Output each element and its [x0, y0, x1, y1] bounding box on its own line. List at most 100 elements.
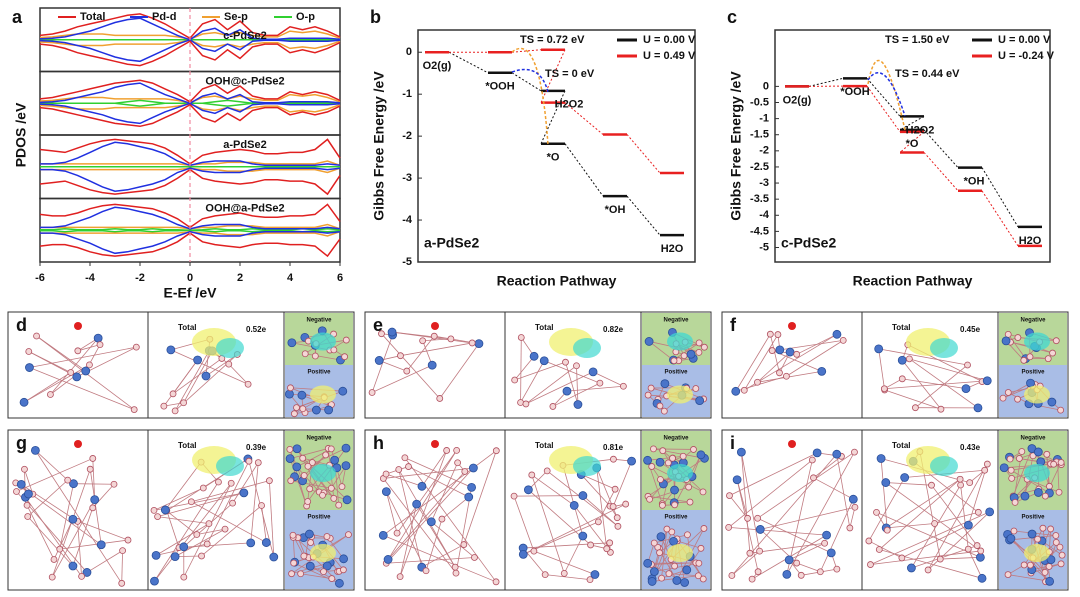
y-axis-label: Gibbs Free Energy /eV	[371, 71, 387, 221]
atom	[1008, 474, 1016, 482]
bond	[884, 378, 903, 390]
atom	[782, 569, 792, 579]
bond	[612, 460, 632, 507]
bond	[677, 540, 702, 549]
atom	[1057, 560, 1065, 568]
y-axis-label: PDOS /eV	[13, 102, 29, 167]
connector	[981, 190, 1019, 247]
atom	[609, 503, 617, 510]
atom	[56, 545, 64, 553]
atom	[285, 454, 295, 463]
charge-density	[667, 332, 693, 351]
charge-density	[310, 464, 336, 482]
charge-density	[310, 544, 336, 562]
atom	[130, 406, 138, 413]
atom	[594, 518, 602, 526]
bond	[191, 501, 267, 543]
atom	[808, 456, 816, 464]
bond	[26, 505, 55, 560]
atom	[655, 457, 665, 467]
atom	[90, 495, 100, 505]
bond	[796, 562, 821, 573]
legend-label: Total	[80, 11, 105, 23]
bond	[788, 542, 825, 561]
bond	[649, 486, 689, 500]
charge-density	[573, 456, 601, 476]
atom	[293, 404, 300, 411]
bond	[72, 518, 129, 541]
atom	[685, 483, 693, 491]
atom	[1044, 355, 1052, 363]
atom	[287, 477, 295, 485]
bond	[51, 499, 96, 578]
atom	[832, 329, 842, 339]
atom	[198, 552, 205, 560]
bond	[172, 358, 223, 395]
bond	[514, 361, 566, 381]
atom	[50, 556, 58, 563]
atom	[1018, 448, 1026, 455]
negative-label: Negative	[1020, 318, 1046, 324]
atom	[287, 384, 294, 392]
atom	[403, 367, 411, 375]
total-label: Total	[178, 323, 197, 332]
atom	[596, 379, 604, 387]
atom	[1041, 492, 1049, 500]
atom	[875, 546, 883, 553]
bond	[1012, 448, 1033, 497]
atom	[784, 555, 794, 565]
atom	[1034, 535, 1042, 543]
atom	[345, 531, 352, 539]
bond	[16, 458, 93, 492]
atom	[426, 517, 436, 527]
bond	[302, 457, 330, 466]
connector	[626, 195, 661, 236]
atom	[225, 360, 233, 368]
negative-label: Negative	[663, 436, 689, 442]
bond	[563, 535, 584, 574]
atom	[1020, 561, 1028, 569]
atom	[696, 450, 706, 460]
atom	[756, 547, 764, 555]
oxygen	[431, 322, 439, 330]
atom	[258, 502, 265, 509]
atom	[368, 389, 376, 396]
atom	[244, 380, 252, 388]
atom	[299, 405, 307, 413]
atom	[649, 567, 659, 577]
x-tick-label: -6	[35, 272, 45, 284]
charge-density	[1024, 385, 1050, 404]
atom	[588, 367, 598, 377]
atom	[464, 492, 474, 502]
bond	[878, 348, 886, 390]
bond	[968, 463, 988, 526]
bond	[836, 454, 851, 528]
bond	[379, 360, 407, 372]
atom	[1045, 576, 1054, 586]
atom	[785, 347, 795, 357]
connector	[923, 129, 959, 168]
atom	[587, 541, 594, 549]
legend-label: U = 0.00 V	[998, 34, 1051, 46]
total-label: Total	[535, 323, 554, 332]
bond	[154, 481, 219, 582]
bond	[661, 529, 668, 579]
y-tick-label: -5	[402, 256, 412, 268]
x-tick-label: 0	[187, 272, 193, 284]
atom	[660, 407, 668, 415]
bond	[525, 371, 594, 405]
oxygen	[74, 440, 82, 448]
bond	[786, 459, 813, 575]
atom	[867, 561, 874, 568]
atom	[265, 477, 273, 485]
atom	[47, 391, 54, 398]
x-axis-label: Reaction Pathway	[853, 273, 973, 289]
bond	[399, 450, 448, 577]
atom	[119, 547, 126, 555]
connector	[564, 143, 604, 197]
connector	[511, 49, 542, 53]
charge-density	[1024, 544, 1050, 562]
atom	[1006, 455, 1014, 463]
atom	[846, 524, 854, 532]
atom	[900, 473, 910, 482]
